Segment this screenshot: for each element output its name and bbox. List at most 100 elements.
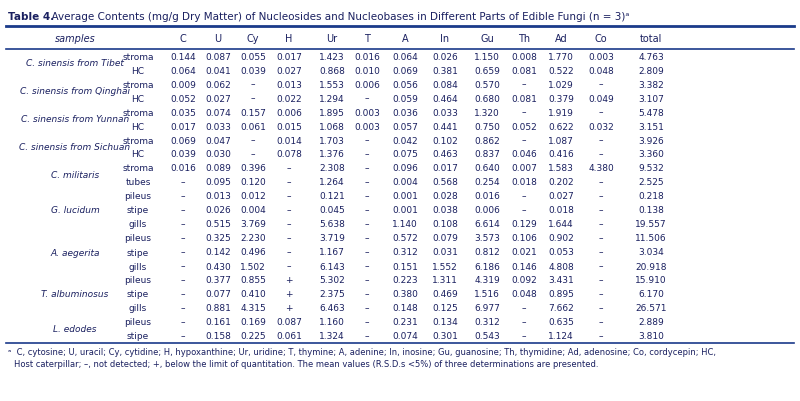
Text: 0.056: 0.056 bbox=[392, 80, 418, 89]
Text: –: – bbox=[250, 94, 255, 103]
Text: 0.410: 0.410 bbox=[240, 290, 266, 299]
Text: 0.572: 0.572 bbox=[392, 234, 418, 243]
Text: total: total bbox=[640, 34, 662, 44]
Text: –: – bbox=[286, 220, 291, 229]
Text: 26.571: 26.571 bbox=[635, 304, 666, 313]
Text: 0.038: 0.038 bbox=[432, 206, 458, 215]
Text: 0.312: 0.312 bbox=[474, 318, 500, 327]
Text: 0.301: 0.301 bbox=[432, 332, 458, 341]
Text: 0.039: 0.039 bbox=[240, 66, 266, 75]
Text: 0.231: 0.231 bbox=[392, 318, 418, 327]
Text: 0.048: 0.048 bbox=[511, 290, 537, 299]
Text: 0.027: 0.027 bbox=[276, 66, 302, 75]
Text: stroma: stroma bbox=[122, 136, 154, 145]
Text: 0.017: 0.017 bbox=[432, 164, 458, 173]
Text: –: – bbox=[598, 332, 603, 341]
Text: 1.516: 1.516 bbox=[474, 290, 500, 299]
Text: 0.074: 0.074 bbox=[205, 108, 231, 117]
Text: 3.382: 3.382 bbox=[638, 80, 664, 89]
Text: 0.543: 0.543 bbox=[474, 332, 500, 341]
Text: 0.021: 0.021 bbox=[511, 248, 537, 257]
Text: 1.376: 1.376 bbox=[319, 150, 345, 159]
Text: –: – bbox=[181, 276, 186, 285]
Text: pileus: pileus bbox=[125, 318, 151, 327]
Text: C: C bbox=[180, 34, 186, 44]
Text: 0.008: 0.008 bbox=[511, 53, 537, 61]
Text: –: – bbox=[181, 304, 186, 313]
Text: 0.017: 0.017 bbox=[276, 53, 302, 61]
Text: 3.719: 3.719 bbox=[319, 234, 345, 243]
Text: –: – bbox=[286, 206, 291, 215]
Text: –: – bbox=[181, 290, 186, 299]
Text: Table 4.: Table 4. bbox=[8, 12, 54, 22]
Text: 9.532: 9.532 bbox=[638, 164, 664, 173]
Text: 0.018: 0.018 bbox=[548, 206, 574, 215]
Text: –: – bbox=[522, 206, 526, 215]
Text: C, cytosine; U, uracil; Cy, cytidine; H, hypoxanthine; Ur, uridine; T, thymine; : C, cytosine; U, uracil; Cy, cytidine; H,… bbox=[14, 347, 716, 369]
Text: +: + bbox=[286, 290, 293, 299]
Text: pileus: pileus bbox=[125, 192, 151, 201]
Text: 1.583: 1.583 bbox=[548, 164, 574, 173]
Text: Ur: Ur bbox=[326, 34, 338, 44]
Text: 0.075: 0.075 bbox=[392, 150, 418, 159]
Text: L. edodes: L. edodes bbox=[54, 325, 97, 334]
Text: 0.013: 0.013 bbox=[205, 192, 231, 201]
Text: 0.009: 0.009 bbox=[170, 80, 196, 89]
Text: 0.312: 0.312 bbox=[392, 248, 418, 257]
Text: –: – bbox=[598, 108, 603, 117]
Text: 0.129: 0.129 bbox=[511, 220, 537, 229]
Text: 0.158: 0.158 bbox=[205, 332, 231, 341]
Text: 0.057: 0.057 bbox=[392, 122, 418, 131]
Text: –: – bbox=[250, 136, 255, 145]
Text: T: T bbox=[364, 34, 370, 44]
Text: samples: samples bbox=[54, 34, 95, 44]
Text: 0.223: 0.223 bbox=[392, 276, 418, 285]
Text: –: – bbox=[598, 206, 603, 215]
Text: pileus: pileus bbox=[125, 234, 151, 243]
Text: 0.001: 0.001 bbox=[392, 206, 418, 215]
Text: 0.028: 0.028 bbox=[432, 192, 458, 201]
Text: tubes: tubes bbox=[126, 178, 150, 187]
Text: HC: HC bbox=[131, 150, 145, 159]
Text: 0.120: 0.120 bbox=[240, 178, 266, 187]
Text: 2.525: 2.525 bbox=[638, 178, 664, 187]
Text: 0.157: 0.157 bbox=[240, 108, 266, 117]
Text: 1.087: 1.087 bbox=[548, 136, 574, 145]
Text: 0.061: 0.061 bbox=[276, 332, 302, 341]
Text: 0.125: 0.125 bbox=[432, 304, 458, 313]
Text: 0.016: 0.016 bbox=[170, 164, 196, 173]
Text: –: – bbox=[365, 220, 370, 229]
Text: –: – bbox=[598, 318, 603, 327]
Text: –: – bbox=[598, 234, 603, 243]
Text: –: – bbox=[598, 150, 603, 159]
Text: 0.396: 0.396 bbox=[240, 164, 266, 173]
Text: stipe: stipe bbox=[127, 332, 149, 341]
Text: 1.324: 1.324 bbox=[319, 332, 345, 341]
Text: 0.812: 0.812 bbox=[474, 248, 500, 257]
Text: 0.659: 0.659 bbox=[474, 66, 500, 75]
Text: –: – bbox=[598, 304, 603, 313]
Text: 0.004: 0.004 bbox=[392, 178, 418, 187]
Text: 0.134: 0.134 bbox=[432, 318, 458, 327]
Text: –: – bbox=[181, 220, 186, 229]
Text: 0.036: 0.036 bbox=[392, 108, 418, 117]
Text: 0.750: 0.750 bbox=[474, 122, 500, 131]
Text: 0.138: 0.138 bbox=[638, 206, 664, 215]
Text: 0.121: 0.121 bbox=[319, 192, 345, 201]
Text: 0.064: 0.064 bbox=[392, 53, 418, 61]
Text: 0.635: 0.635 bbox=[548, 318, 574, 327]
Text: 3.769: 3.769 bbox=[240, 220, 266, 229]
Text: 0.095: 0.095 bbox=[205, 178, 231, 187]
Text: –: – bbox=[365, 318, 370, 327]
Text: 0.515: 0.515 bbox=[205, 220, 231, 229]
Text: 0.622: 0.622 bbox=[548, 122, 574, 131]
Text: 0.042: 0.042 bbox=[392, 136, 418, 145]
Text: 0.640: 0.640 bbox=[474, 164, 500, 173]
Text: U: U bbox=[214, 34, 222, 44]
Text: 0.077: 0.077 bbox=[205, 290, 231, 299]
Text: stroma: stroma bbox=[122, 108, 154, 117]
Text: C. sinensis from Qinghai: C. sinensis from Qinghai bbox=[20, 87, 130, 96]
Text: 0.031: 0.031 bbox=[432, 248, 458, 257]
Text: 0.108: 0.108 bbox=[432, 220, 458, 229]
Text: 3.034: 3.034 bbox=[638, 248, 664, 257]
